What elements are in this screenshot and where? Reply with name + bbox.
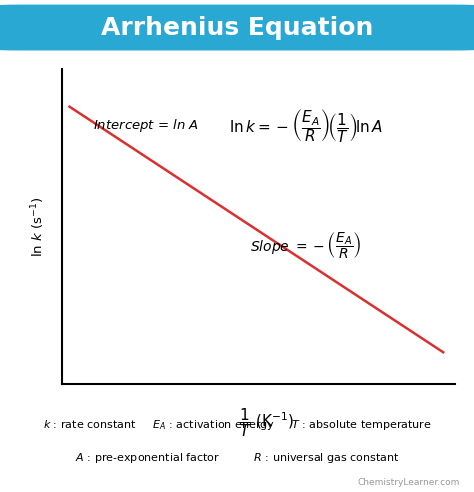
Text: $k$ : rate constant     $E_A$ : activation energy     $T$ : absolute temperature: $k$ : rate constant $E_A$ : activation e…	[43, 418, 431, 432]
Text: ln $k$ (s$^{-1}$): ln $k$ (s$^{-1}$)	[29, 196, 47, 256]
Text: Arrhenius Equation: Arrhenius Equation	[101, 16, 373, 39]
Text: $\ln k = -\left(\dfrac{E_A}{R}\right)\!\left(\dfrac{1}{T}\right)\!\ln A$: $\ln k = -\left(\dfrac{E_A}{R}\right)\!\…	[228, 107, 383, 144]
Text: Slope $= -\left(\dfrac{E_A}{R}\right)$: Slope $= -\left(\dfrac{E_A}{R}\right)$	[250, 230, 362, 261]
Text: $A$ : pre-exponential factor          $R$ : universal gas constant: $A$ : pre-exponential factor $R$ : unive…	[74, 451, 400, 464]
Text: $\dfrac{1}{T}$ (K$^{-1}$): $\dfrac{1}{T}$ (K$^{-1}$)	[238, 406, 294, 438]
Text: Intercept = ln $A$: Intercept = ln $A$	[93, 117, 199, 134]
Text: ChemistryLearner.com: ChemistryLearner.com	[357, 478, 460, 487]
FancyBboxPatch shape	[0, 5, 474, 50]
